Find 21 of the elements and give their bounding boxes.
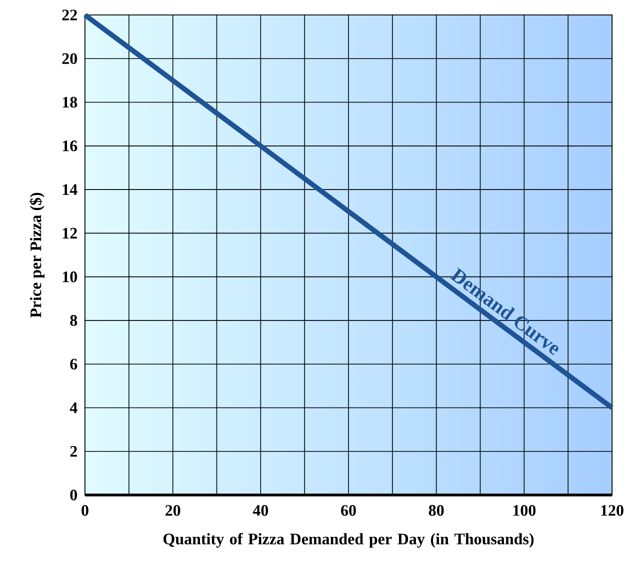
y-tick-label: 14 [62,184,78,195]
y-tick-label: 22 [62,10,77,20]
y-axis-title: Price per Pizza ($) [29,192,44,318]
x-axis-title: Quantity of Pizza Demanded per Day (in Thousands) [163,532,534,548]
x-tick-label: 100 [513,505,536,516]
y-tick-label: 18 [62,96,78,108]
y-tick-label: 12 [62,228,77,238]
y-tick-label: 16 [62,140,78,152]
x-tick-label: 60 [341,505,356,516]
y-tick-label: 6 [70,358,78,370]
y-tick-label: 20 [62,53,78,64]
x-tick-label: 0 [82,505,88,516]
x-tick-label: 20 [166,505,180,516]
y-tick-label: 2 [70,446,77,457]
x-tick-label: 80 [428,505,444,516]
x-tick-label: 40 [252,505,268,516]
y-tick-label: 0 [70,490,78,500]
x-tick-label: 120 [601,505,624,516]
y-tick-label: 8 [70,315,78,326]
y-tick-label: 10 [62,271,78,282]
y-tick-label: 4 [70,402,78,413]
